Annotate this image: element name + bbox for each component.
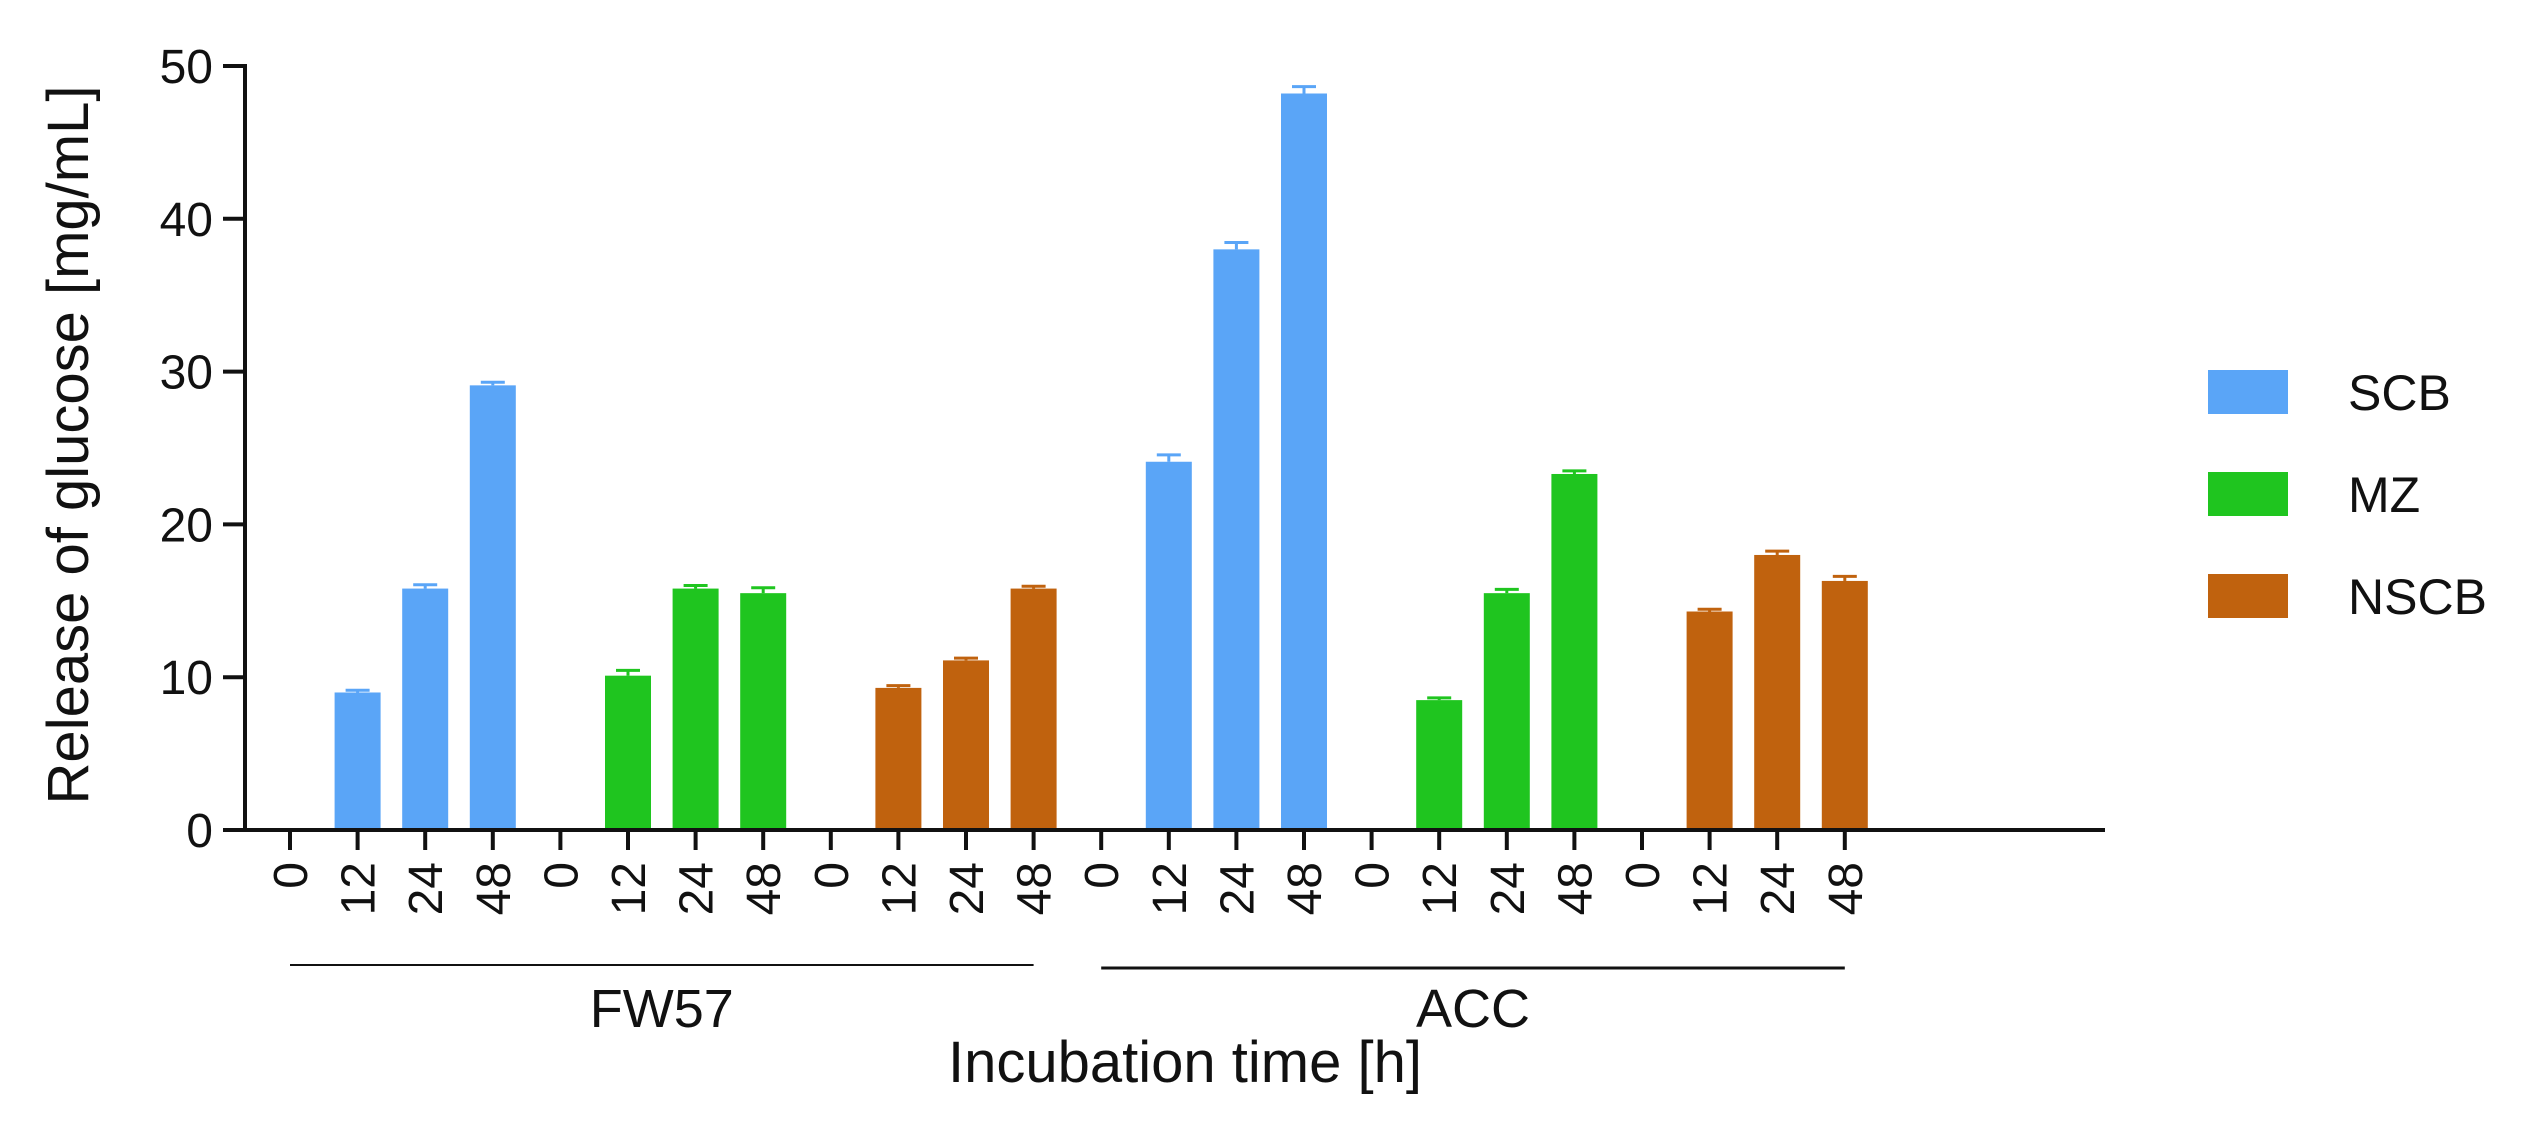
bar-fw57-mz-24 bbox=[672, 588, 719, 830]
bar-acc-scb-12 bbox=[1145, 461, 1192, 830]
y-tick-label: 10 bbox=[160, 652, 213, 705]
x-tick-label: 24 bbox=[941, 862, 994, 915]
x-tick-label: 0 bbox=[1617, 862, 1670, 889]
y-tick-label: 30 bbox=[160, 347, 213, 400]
bar-acc-scb-48 bbox=[1281, 93, 1327, 830]
x-tick-label: 0 bbox=[1347, 862, 1400, 889]
x-tick-label: 12 bbox=[1685, 862, 1738, 915]
x-tick-label: 48 bbox=[468, 862, 521, 915]
legend: SCB MZ NSCB bbox=[2208, 365, 2487, 625]
legend-label-scb: SCB bbox=[2348, 365, 2451, 421]
bar-fw57-scb-48 bbox=[469, 385, 516, 830]
bar-fw57-nscb-24 bbox=[943, 660, 989, 830]
x-tick-label: 12 bbox=[333, 862, 386, 915]
bar-acc-nscb-48 bbox=[1821, 580, 1868, 830]
x-axis-ticks: 0 12 24 48 0 12 24 48 0 12 24 48 0 12 24 48 0 12 24 48 0 12 24… bbox=[265, 830, 1873, 915]
y-tick-label: 40 bbox=[160, 194, 213, 247]
legend-label-nscb: NSCB bbox=[2348, 569, 2487, 625]
legend-swatch-nscb bbox=[2208, 574, 2288, 618]
x-tick-label: 12 bbox=[603, 862, 656, 915]
x-tick-label: 0 bbox=[265, 862, 318, 889]
bar-acc-mz-12 bbox=[1416, 700, 1463, 830]
bars-layer bbox=[334, 85, 1868, 831]
bar-acc-nscb-12 bbox=[1686, 611, 1733, 830]
group-label-acc: ACC bbox=[1416, 979, 1530, 1039]
bar-acc-nscb-24 bbox=[1754, 554, 1801, 830]
bar-fw57-mz-12 bbox=[605, 675, 651, 830]
x-tick-label: 48 bbox=[1549, 862, 1602, 915]
bar-fw57-mz-48 bbox=[740, 593, 787, 830]
y-axis-ticks: 0 10 20 30 40 50 bbox=[160, 41, 245, 858]
legend-swatch-scb bbox=[2208, 370, 2288, 414]
x-tick-label: 12 bbox=[873, 862, 926, 915]
y-axis-title: Release of glucose [mg/mL] bbox=[36, 86, 101, 805]
x-tick-label: 0 bbox=[1076, 862, 1129, 889]
x-tick-label: 24 bbox=[1752, 862, 1805, 915]
group-labels: FW57 ACC bbox=[290, 964, 1845, 1039]
x-tick-label: 12 bbox=[1144, 862, 1197, 915]
bar-fw57-nscb-48 bbox=[1010, 588, 1057, 830]
legend-swatch-mz bbox=[2208, 472, 2288, 516]
x-tick-label: 0 bbox=[806, 862, 859, 889]
x-axis-title: Incubation time [h] bbox=[948, 1030, 1422, 1095]
x-tick-label: 24 bbox=[671, 862, 724, 915]
x-tick-label: 24 bbox=[1211, 862, 1264, 915]
y-tick-label: 0 bbox=[186, 805, 213, 858]
x-tick-label: 0 bbox=[535, 862, 588, 889]
legend-label-mz: MZ bbox=[2348, 467, 2420, 523]
x-tick-label: 48 bbox=[1279, 862, 1332, 915]
group-label-fw57: FW57 bbox=[590, 979, 734, 1039]
x-tick-label: 48 bbox=[1009, 862, 1062, 915]
bar-fw57-scb-12 bbox=[334, 692, 381, 830]
x-tick-label: 24 bbox=[400, 862, 453, 915]
y-tick-label: 20 bbox=[160, 499, 213, 552]
bar-fw57-scb-24 bbox=[402, 588, 449, 830]
bar-acc-scb-24 bbox=[1213, 249, 1260, 831]
bar-fw57-nscb-12 bbox=[875, 687, 922, 830]
x-tick-label: 48 bbox=[738, 862, 791, 915]
y-tick-label: 50 bbox=[160, 41, 213, 94]
bar-acc-mz-48 bbox=[1551, 473, 1598, 830]
x-tick-label: 48 bbox=[1820, 862, 1873, 915]
x-tick-label: 12 bbox=[1414, 862, 1467, 915]
x-tick-label: 24 bbox=[1482, 862, 1535, 915]
bar-acc-mz-24 bbox=[1483, 593, 1530, 830]
